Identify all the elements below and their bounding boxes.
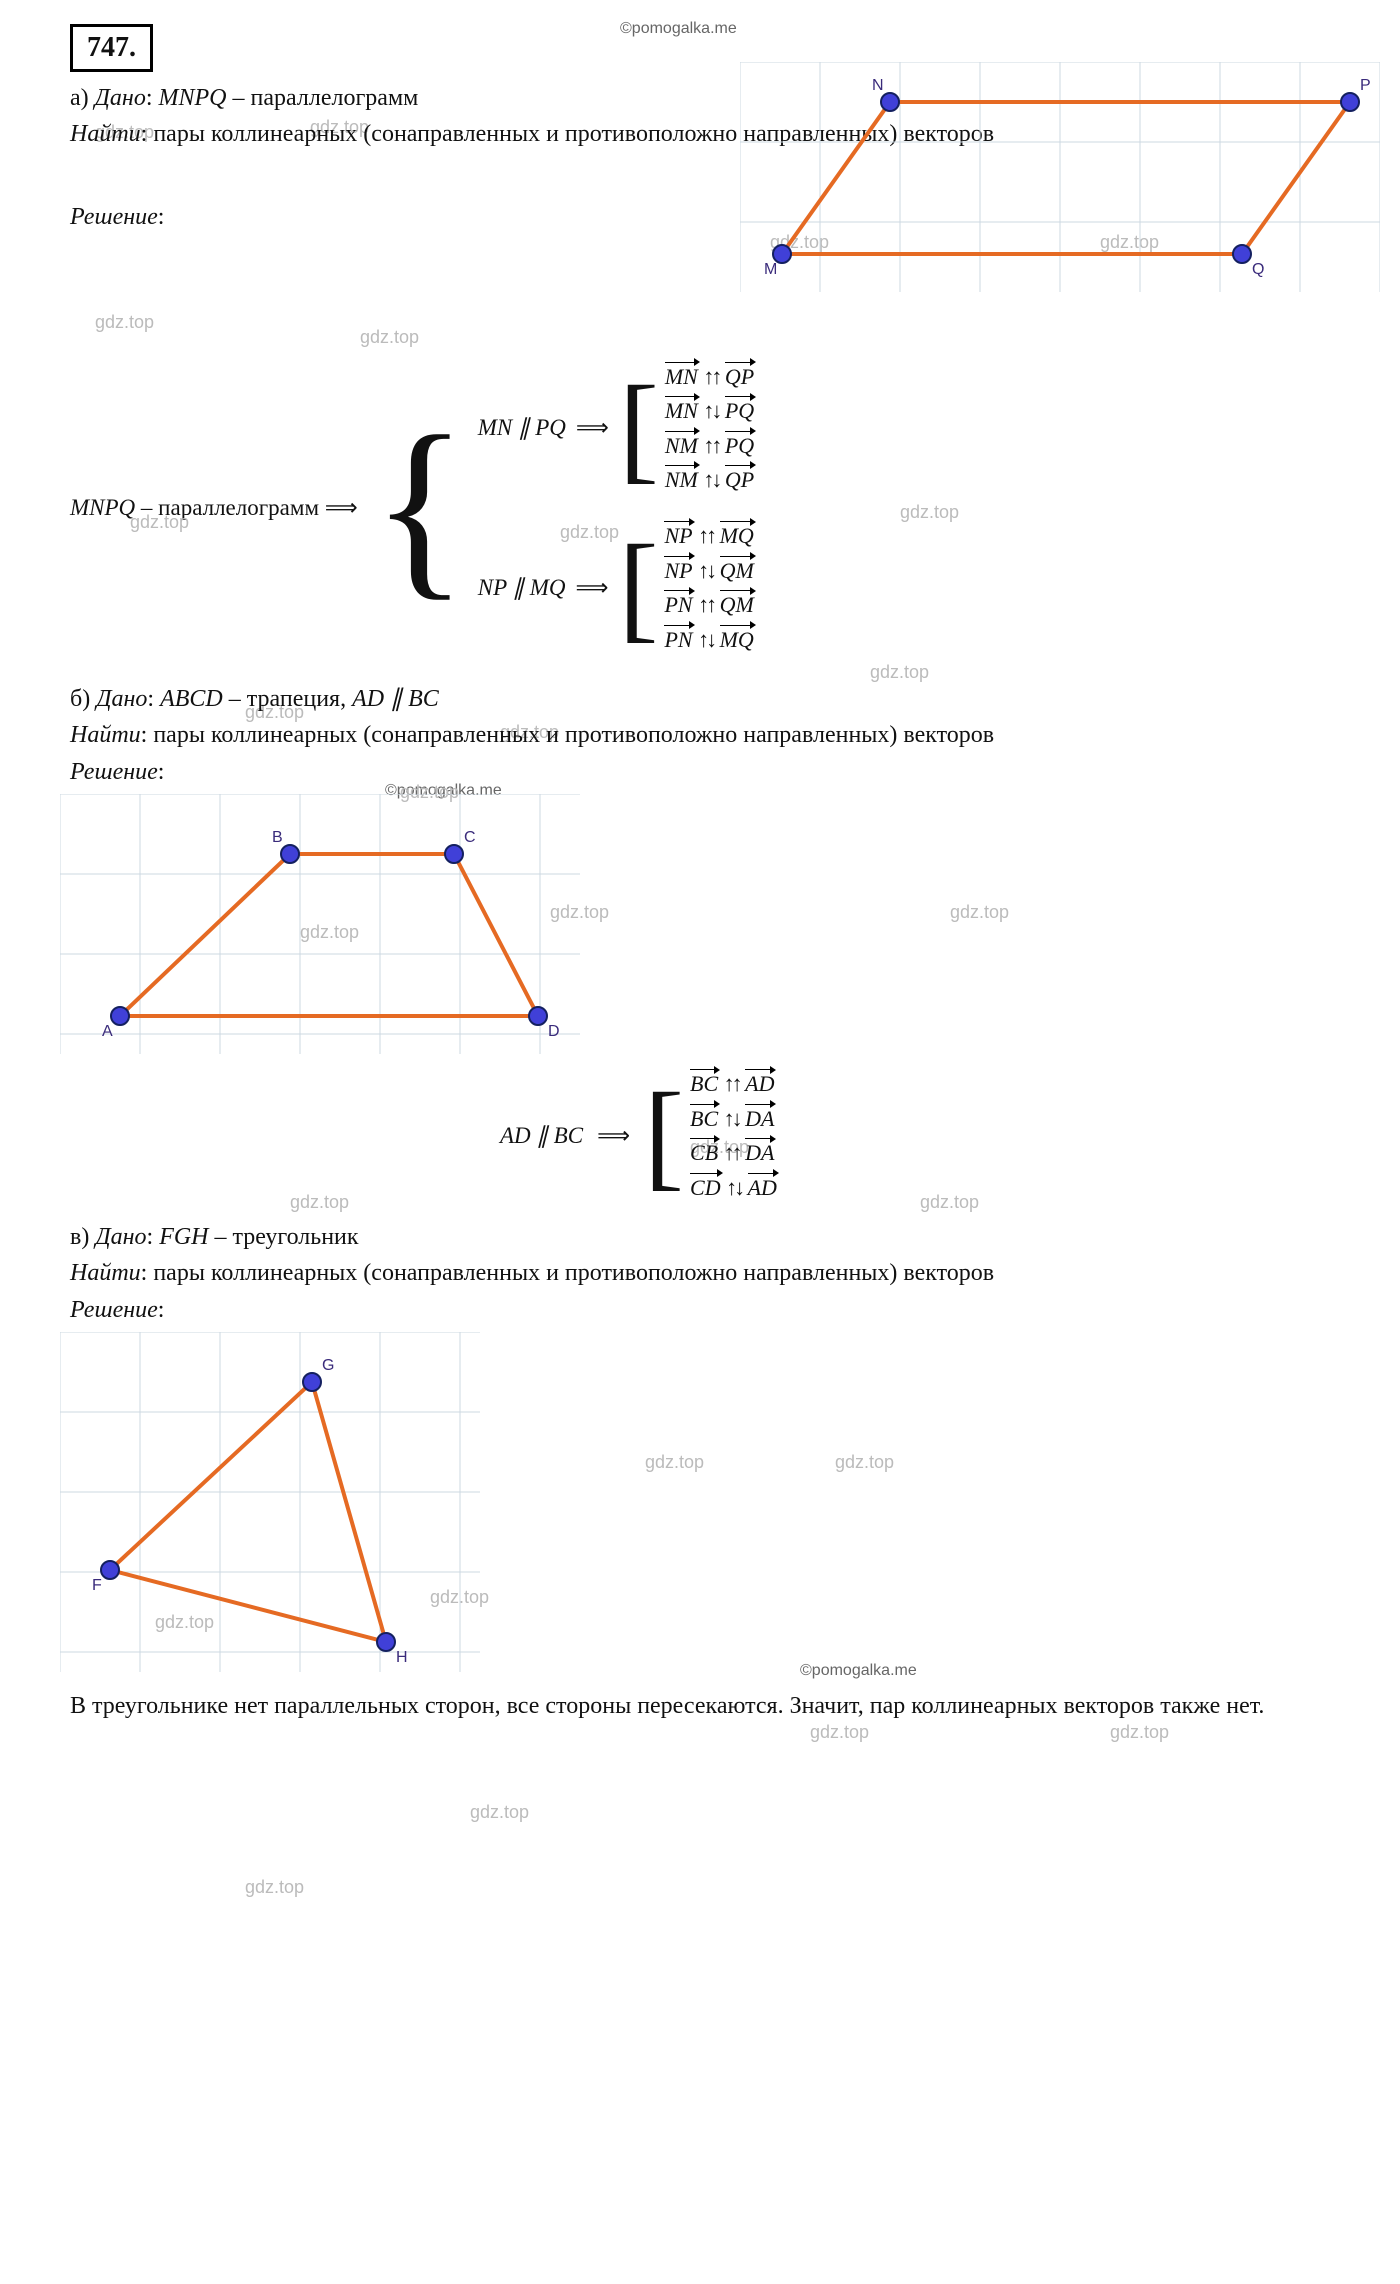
- figure-parallelogram: M N P Q: [740, 62, 1380, 301]
- c-conclusion: В треугольнике нет параллельных сторон, …: [70, 1690, 1340, 1722]
- copyright-text: ©pomogalka.me: [620, 18, 737, 40]
- figure-triangle: F G H: [60, 1332, 1340, 1681]
- watermark-text: gdz.top: [810, 1720, 869, 1744]
- svg-text:P: P: [1360, 77, 1371, 94]
- b-solution: AD ∥ BC ⟹ [BC ↑↑ ADBC ↑↓ DACB ↑↑ DACD ↑↓…: [500, 1069, 1340, 1201]
- a-premise-tail: – параллелограмм: [135, 495, 325, 520]
- part-a-letter: а): [70, 85, 89, 111]
- b-given-math: ABCD: [160, 686, 223, 712]
- svg-text:G: G: [322, 1357, 334, 1374]
- svg-text:F: F: [92, 1577, 102, 1594]
- part-c-letter: в): [70, 1224, 89, 1250]
- part-b-letter: б): [70, 686, 90, 712]
- b-premise: AD ∥ BC: [500, 1120, 583, 1151]
- implies-icon: ⟹: [325, 495, 358, 520]
- label-naiti-b: Найти: [70, 722, 141, 748]
- label-naiti-c: Найти: [70, 1260, 141, 1286]
- c-find: : пары коллинеарных (сонаправленных и пр…: [141, 1260, 994, 1286]
- a-given-math: MNPQ: [159, 85, 227, 111]
- label-reshenie: Решение: [70, 204, 158, 230]
- implies-icon-b: ⟹: [597, 1120, 630, 1151]
- part-b: б) Дано: ABCD – трапеция, AD ∥ BC Найти:…: [70, 683, 1340, 1201]
- figure-trapezoid: A B C D: [60, 794, 1340, 1063]
- c-given-math: FGH: [159, 1224, 208, 1250]
- watermark-text: gdz.top: [870, 660, 929, 684]
- a-given-tail: – параллелограмм: [227, 85, 419, 111]
- svg-text:H: H: [396, 1649, 408, 1666]
- label-dano-c: Дано: [95, 1224, 146, 1250]
- label-reshenie-c: Решение: [70, 1297, 158, 1323]
- b-given-parallel: AD ∥ BC: [352, 686, 439, 712]
- svg-text:M: M: [764, 261, 777, 278]
- part-c: в) Дано: FGH – треугольник Найти: пары к…: [70, 1221, 1340, 1722]
- b-find: : пары коллинеарных (сонаправленных и пр…: [141, 722, 994, 748]
- c-given-tail: – треугольник: [209, 1224, 359, 1250]
- watermark-text: gdz.top: [470, 1800, 529, 1824]
- part-a: MNPQ а) Дано: MNPQ – параллелограмм Найт…: [70, 82, 1340, 332]
- problem-number: 747.: [70, 24, 153, 72]
- label-naiti: Найти: [70, 121, 141, 147]
- watermark-text: gdz.top: [245, 1875, 304, 1899]
- svg-text:N: N: [872, 77, 884, 94]
- label-dano-b: Дано: [96, 686, 147, 712]
- a-premise-head: MNPQ: [70, 495, 135, 520]
- svg-text:D: D: [548, 1023, 560, 1040]
- svg-text:C: C: [464, 829, 476, 846]
- watermark-text: gdz.top: [1110, 1720, 1169, 1744]
- a-solution: MNPQ – параллелограмм ⟹ { MN ∥ PQ ⟹ [MN …: [70, 362, 1340, 653]
- svg-text:A: A: [102, 1023, 113, 1040]
- label-reshenie-b: Решение: [70, 759, 158, 785]
- svg-text:B: B: [272, 829, 283, 846]
- b-given-tail: – трапеция,: [223, 686, 352, 712]
- svg-text:Q: Q: [1252, 261, 1264, 278]
- label-dano: Дано: [95, 85, 146, 111]
